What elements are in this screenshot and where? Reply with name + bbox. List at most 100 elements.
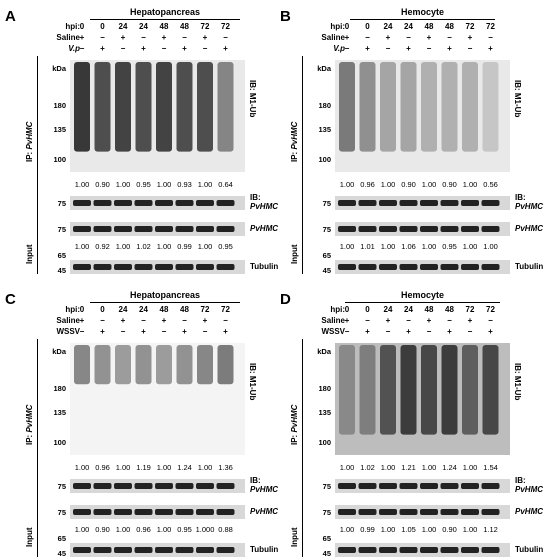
protein-band — [196, 483, 214, 489]
protein-band — [93, 200, 112, 206]
protein-band — [73, 264, 91, 270]
saline-sign: + — [426, 316, 432, 325]
ubiquitin-smear — [156, 345, 172, 385]
input-pvhmc-label: PvHMC — [250, 507, 279, 516]
hpi-value: 0 — [365, 22, 370, 31]
protein-band — [196, 264, 214, 270]
hpi-value: 72 — [486, 305, 495, 314]
ubiquitin-smear — [94, 62, 111, 152]
treatment-sign: − — [161, 327, 167, 336]
protein-band — [216, 226, 235, 232]
ib-target: PvHMC — [250, 202, 279, 211]
protein-band — [440, 200, 459, 206]
protein-band — [358, 200, 377, 206]
protein-band — [481, 547, 500, 553]
ratio-value: 1.21 — [401, 463, 416, 472]
panel-title: Hepatopancreas — [90, 290, 240, 303]
protein-band — [379, 226, 397, 232]
saline-sign: − — [100, 316, 105, 325]
ubiquitin-smear — [217, 62, 234, 152]
ubiquitin-smear — [135, 62, 152, 152]
hpi-value: 48 — [180, 305, 189, 314]
hpi-value: 24 — [383, 22, 393, 31]
protein-band — [155, 264, 173, 270]
saline-sign: + — [467, 316, 473, 325]
panel-title: Hemocyte — [350, 7, 495, 20]
ratio-value: 1.19 — [136, 463, 151, 472]
input-pvhmc-blot — [335, 505, 510, 519]
mw-marker: 75 — [57, 482, 66, 491]
protein-band — [175, 509, 194, 515]
tubulin-blot — [335, 543, 510, 557]
mw-marker: 135 — [318, 408, 331, 418]
treatment-sign: − — [79, 44, 85, 53]
mw-marker: 100 — [53, 154, 66, 164]
ip-bracket — [302, 339, 303, 506]
saline-sign: − — [488, 316, 493, 325]
ratio-value: 1.00 — [115, 242, 131, 251]
ratio-value: 1.00 — [421, 525, 437, 534]
protein-band — [420, 483, 438, 489]
protein-band — [196, 509, 214, 515]
treatment-sign: − — [161, 44, 167, 53]
protein-band — [440, 264, 459, 270]
ib-prefix: IB: — [250, 476, 261, 485]
mw-marker: 75 — [322, 508, 331, 517]
ratio-value: 0.96 — [360, 180, 375, 189]
hpi-value: 72 — [465, 22, 475, 31]
hpi-value: 48 — [159, 305, 169, 314]
protein-band — [155, 200, 173, 206]
protein-band — [196, 200, 214, 206]
ratio-value: 1.00 — [462, 180, 478, 189]
treatment-sign: − — [202, 327, 208, 336]
ubiquitin-smear — [197, 62, 213, 152]
treatment-sign: + — [447, 327, 452, 336]
input-pvhmc-blot — [335, 222, 510, 236]
treatment-sign: − — [467, 327, 473, 336]
mw-marker: 180 — [53, 383, 66, 393]
panel-letter: B — [280, 8, 291, 25]
treatment-sign: + — [365, 44, 370, 53]
ratio-value: 1.02 — [360, 463, 375, 472]
protein-band — [73, 226, 91, 232]
saline-label: Saline — [56, 33, 80, 42]
panel-letter: D — [280, 291, 291, 308]
hpi-value: 24 — [404, 22, 413, 31]
protein-band — [73, 483, 91, 489]
ip-blot-image — [70, 343, 245, 455]
ib-pvhmc-label: IB: PvHMC — [250, 193, 278, 211]
ratio-value: 0.95 — [442, 242, 457, 251]
protein-band — [461, 547, 479, 553]
protein-band — [420, 509, 438, 515]
protein-band — [93, 483, 112, 489]
protein-band — [358, 226, 377, 232]
mw-marker: 180 — [318, 383, 331, 393]
ratio-value: 1.000 — [195, 525, 215, 534]
hpi-value: 24 — [118, 305, 128, 314]
hpi-value: 48 — [424, 22, 434, 31]
ib-target: PvHMC — [515, 202, 544, 211]
saline-sign: + — [385, 316, 391, 325]
protein-band — [134, 547, 153, 553]
ratio-value: 1.00 — [115, 525, 131, 534]
ratio-value: 0.99 — [177, 242, 192, 251]
ratio-value: 1.00 — [197, 242, 213, 251]
saline-sign: + — [467, 33, 473, 42]
mw-marker: 135 — [53, 408, 66, 418]
saline-sign: − — [223, 316, 228, 325]
ubiquitin-smear — [482, 62, 499, 152]
treatment-label: WSSV — [56, 327, 80, 336]
ubiquitin-smear — [441, 345, 458, 435]
protein-band — [175, 200, 194, 206]
hpi-value: 0 — [79, 22, 85, 31]
protein-band — [114, 226, 132, 232]
protein-band — [175, 547, 194, 553]
saline-label: Saline — [56, 316, 80, 325]
ubiquitin-smear — [176, 62, 193, 152]
mw-marker: 65 — [322, 251, 331, 260]
ip-bracket — [37, 56, 38, 223]
ratio-value: 1.00 — [339, 242, 355, 251]
protein-band — [399, 226, 418, 232]
input-pvhmc-label: PvHMC — [515, 224, 544, 233]
ratio-value: 0.93 — [177, 180, 192, 189]
